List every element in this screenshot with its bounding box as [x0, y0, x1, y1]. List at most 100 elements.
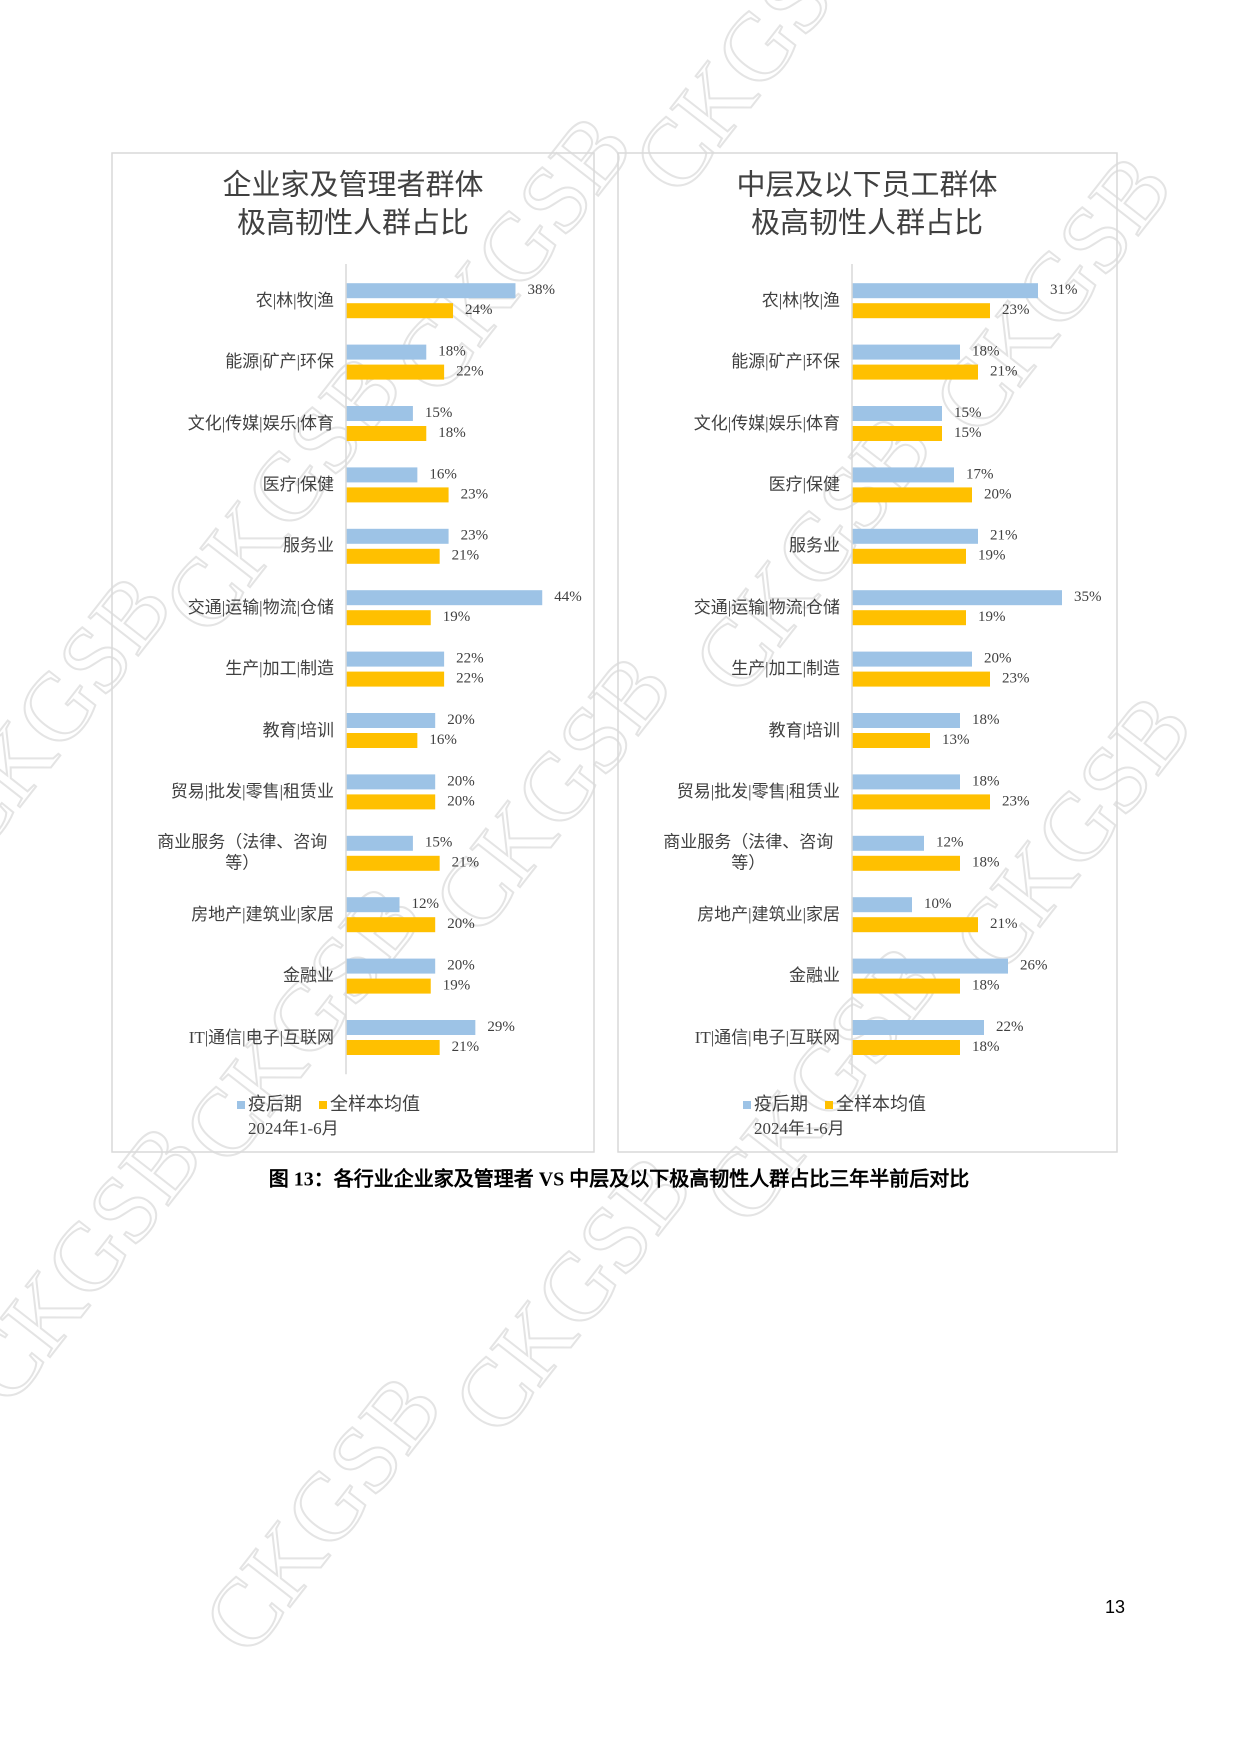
value-label: 23% [461, 528, 489, 544]
bar [852, 364, 978, 380]
category-text: 医疗|保健 [768, 474, 840, 494]
bar [852, 958, 1008, 974]
chart-subtitle: 极高韧性人群占比 [751, 207, 983, 240]
value-label: 19% [978, 548, 1006, 564]
value-label: 20% [447, 958, 475, 974]
bar [852, 917, 978, 933]
bar [346, 958, 436, 974]
bar [346, 528, 449, 544]
category-label: 商业服务（法律、咨询等） [610, 833, 840, 874]
value-label: 17% [966, 466, 994, 482]
value-label: 20% [447, 793, 475, 809]
bar [346, 774, 436, 790]
value-label: 12% [412, 896, 440, 912]
value-label: 22% [996, 1019, 1024, 1035]
value-label: 18% [438, 344, 466, 360]
category-text: 交通|运输|物流|仓储 [693, 597, 840, 617]
chart-title: 企业家及管理者群体 [222, 169, 483, 202]
value-label: 21% [990, 364, 1018, 380]
category-text: 文化|传媒|娱乐|体育 [187, 413, 334, 433]
category-text: 贸易|批发|零售|租赁业 [170, 781, 334, 801]
category-label: 教育|培训 [104, 720, 334, 740]
category-label: 文化|传媒|娱乐|体育 [104, 413, 334, 433]
value-label: 12% [936, 835, 964, 851]
category-label: 交通|运输|物流|仓储 [104, 597, 334, 617]
value-label: 20% [984, 651, 1012, 667]
category-text: IT|通信|电子|互联网 [188, 1027, 334, 1047]
legend-label: 疫后期 [754, 1094, 808, 1114]
bar [852, 426, 942, 441]
legend-swatch [743, 1101, 751, 1109]
bar [346, 426, 427, 441]
bar [852, 528, 978, 544]
chart-title: 中层及以下员工群体 [736, 169, 997, 202]
category-label: 医疗|保健 [610, 475, 840, 495]
value-label: 21% [452, 1039, 480, 1055]
value-label: 19% [443, 978, 471, 994]
value-label: 13% [942, 732, 970, 748]
bar [852, 733, 930, 748]
legend-swatch [825, 1101, 833, 1109]
category-label: 能源|矿产|环保 [610, 352, 840, 372]
value-label: 18% [972, 712, 1000, 728]
legend-label: 全样本均值 [836, 1094, 926, 1114]
bar [852, 487, 972, 503]
value-label: 31% [1050, 282, 1078, 298]
value-label: 16% [429, 466, 457, 482]
category-label: 能源|矿产|环保 [104, 352, 334, 372]
bar [346, 917, 436, 933]
category-text: 教育|培训 [262, 720, 334, 740]
bar [852, 283, 1038, 299]
bar [346, 713, 436, 728]
category-label: 农|林|牧|渔 [104, 290, 334, 310]
bar [346, 467, 418, 483]
category-label: 贸易|批发|零售|租赁业 [610, 782, 840, 802]
bar [346, 794, 436, 810]
legend-label: 全样本均值 [330, 1094, 420, 1114]
bar [346, 610, 431, 626]
legend-swatch [237, 1101, 245, 1109]
bar [346, 733, 418, 748]
chart-frame [111, 152, 595, 1153]
value-label: 18% [972, 773, 1000, 789]
value-label: 23% [1002, 671, 1030, 687]
bar [852, 835, 924, 851]
value-label: 22% [456, 651, 484, 667]
bar [346, 671, 445, 687]
category-text: 房地产|建筑业|家居 [697, 904, 840, 924]
category-text: 生产|加工|制造 [225, 658, 334, 678]
value-label: 21% [452, 548, 480, 564]
bar [852, 897, 912, 913]
category-label: 金融业 [610, 966, 840, 986]
value-label: 18% [972, 978, 1000, 994]
category-text: 金融业 [789, 965, 840, 985]
caption: 图 13：各行业企业家及管理者 VS 中层及以下极高韧性人群占比三年半前后对比 [269, 1167, 970, 1191]
value-label: 38% [527, 282, 555, 298]
category-label: 农|林|牧|渔 [610, 290, 840, 310]
bar [852, 1040, 960, 1055]
category-text: 医疗|保健 [262, 474, 334, 494]
value-label: 23% [461, 486, 489, 502]
bar [346, 283, 516, 299]
chart-frame [617, 152, 1118, 1153]
category-text: IT|通信|电子|互联网 [694, 1027, 840, 1047]
category-text: 农|林|牧|渔 [255, 290, 334, 310]
value-label: 20% [447, 773, 475, 789]
category-text: 服务业 [283, 536, 334, 556]
category-label: 交通|运输|物流|仓储 [610, 597, 840, 617]
category-label: 生产|加工|制造 [104, 659, 334, 679]
bar [852, 774, 960, 790]
value-label: 15% [425, 835, 453, 851]
bar [852, 671, 990, 687]
bar [852, 303, 990, 319]
value-label: 21% [990, 916, 1018, 932]
bar [346, 303, 454, 319]
value-label: 20% [447, 916, 475, 932]
category-label: 文化|传媒|娱乐|体育 [610, 413, 840, 433]
value-label: 20% [447, 712, 475, 728]
category-text: 贸易|批发|零售|租赁业 [676, 781, 840, 801]
bar [346, 344, 427, 360]
value-label: 18% [972, 1039, 1000, 1055]
value-label: 23% [1002, 793, 1030, 809]
